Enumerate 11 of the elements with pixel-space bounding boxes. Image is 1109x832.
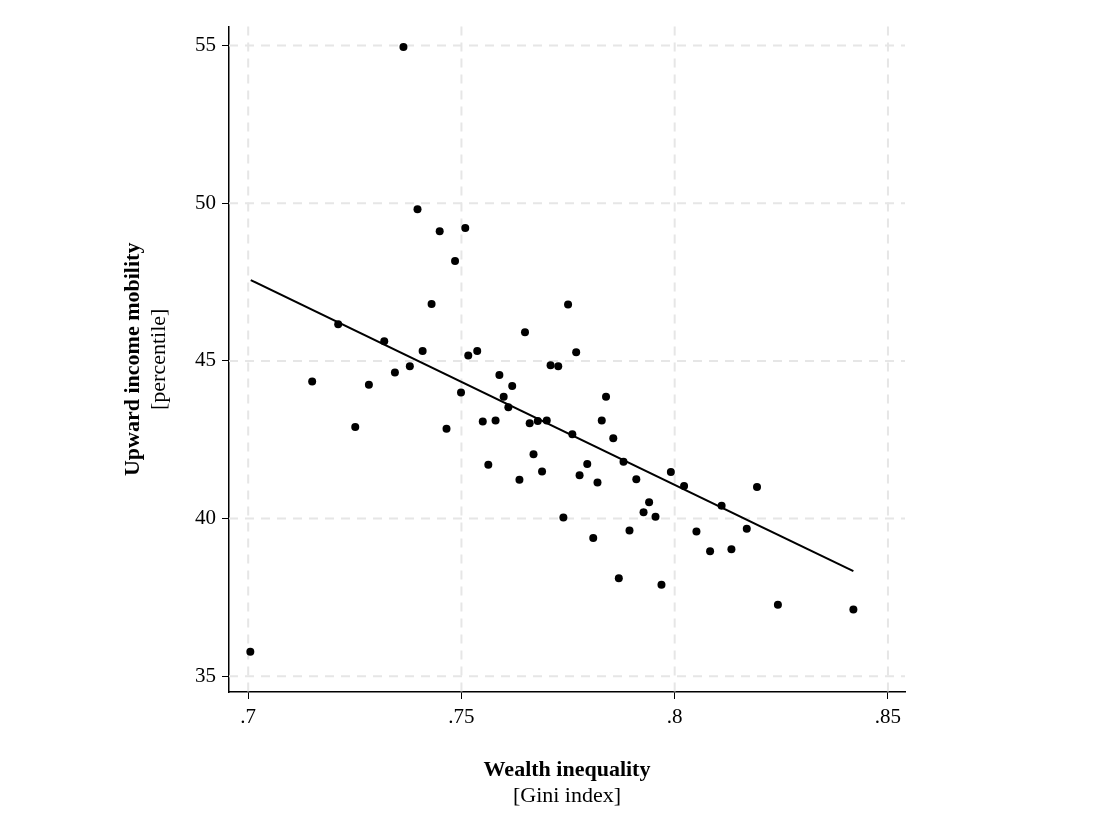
- x-tick-label: .8: [666, 704, 683, 729]
- y-tick-label: 45: [195, 347, 216, 372]
- y-axis-title: Upward income mobility [percentile]: [118, 242, 170, 477]
- y-tick-label: 55: [195, 32, 216, 57]
- x-tick-label: .7: [240, 704, 257, 729]
- y-tick-label: 35: [195, 662, 216, 687]
- y-tick-label: 40: [195, 505, 216, 530]
- y-tick-label: 50: [195, 189, 216, 214]
- x-axis-title: Wealth inequality [Gini index]: [483, 755, 651, 807]
- x-tick-label: .75: [448, 704, 475, 729]
- x-tick-label: .85: [874, 704, 902, 729]
